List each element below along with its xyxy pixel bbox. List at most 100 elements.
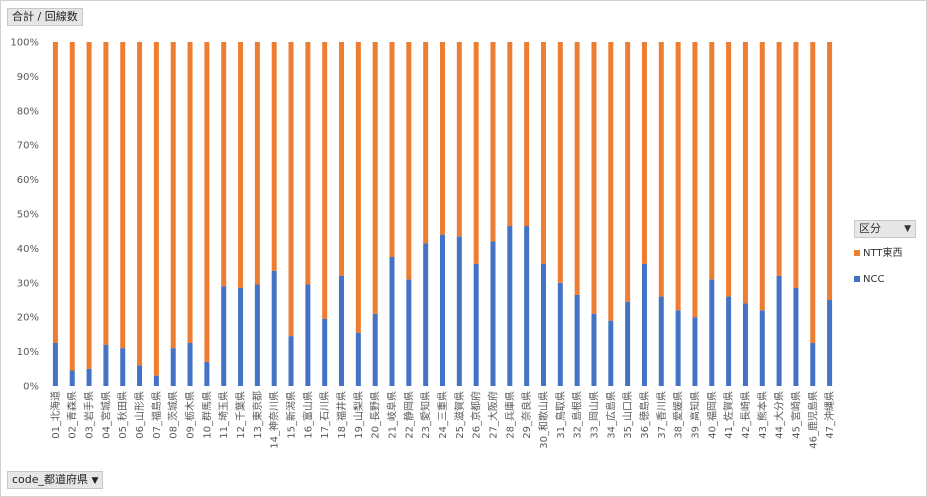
bar-ncc[interactable]	[793, 287, 799, 386]
bar-ncc[interactable]	[641, 263, 647, 386]
bar-ntt[interactable]	[776, 42, 782, 276]
bar-ncc[interactable]	[406, 279, 412, 386]
bar-ncc[interactable]	[204, 361, 210, 386]
bar-ntt[interactable]	[557, 42, 563, 283]
bar-ntt[interactable]	[52, 42, 58, 343]
bar-ntt[interactable]	[86, 42, 92, 369]
bar-ntt[interactable]	[473, 42, 479, 264]
bar-ncc[interactable]	[305, 284, 311, 386]
bar-ncc[interactable]	[742, 303, 748, 386]
bar-ntt[interactable]	[608, 42, 614, 321]
bar-ntt[interactable]	[423, 42, 429, 244]
bar-ntt[interactable]	[153, 42, 159, 376]
bar-ncc[interactable]	[322, 318, 328, 386]
bar-ntt[interactable]	[692, 42, 698, 318]
bar-ntt[interactable]	[120, 42, 126, 349]
bar-ncc[interactable]	[709, 279, 715, 386]
bar-ntt[interactable]	[827, 42, 833, 300]
bar-ncc[interactable]	[389, 257, 395, 386]
bar-ntt[interactable]	[742, 42, 748, 304]
bar-ntt[interactable]	[137, 42, 143, 366]
bar-ncc[interactable]	[271, 270, 277, 386]
bar-ntt[interactable]	[709, 42, 715, 280]
bar-ntt[interactable]	[440, 42, 445, 235]
bar-ncc[interactable]	[776, 275, 782, 386]
bar-ntt[interactable]	[254, 42, 260, 285]
bar-ntt[interactable]	[305, 42, 311, 285]
bar-ncc[interactable]	[120, 348, 126, 386]
bar-ntt[interactable]	[726, 42, 732, 297]
bar-ncc[interactable]	[490, 241, 496, 386]
legend-filter-button[interactable]: 区分 ▼	[854, 220, 916, 238]
bar-ncc[interactable]	[574, 294, 580, 386]
bar-ntt[interactable]	[540, 42, 546, 264]
bar-ntt[interactable]	[389, 42, 395, 257]
bar-ncc[interactable]	[726, 296, 732, 386]
bar-ncc[interactable]	[692, 317, 698, 386]
bar-ncc[interactable]	[339, 275, 345, 386]
bar-ncc[interactable]	[52, 343, 58, 386]
bar-ncc[interactable]	[473, 263, 479, 386]
y-tick-label: 10%	[17, 347, 39, 358]
bar-ntt[interactable]	[658, 42, 664, 297]
bar-ncc[interactable]	[153, 375, 159, 386]
bar-ncc[interactable]	[254, 284, 260, 386]
bar-ntt[interactable]	[641, 42, 647, 264]
bar-ntt[interactable]	[456, 42, 462, 237]
bar-ncc[interactable]	[759, 310, 765, 386]
bar-ntt[interactable]	[355, 42, 361, 333]
bar-ntt[interactable]	[204, 42, 210, 362]
bar-ncc[interactable]	[625, 301, 631, 386]
bar-ncc[interactable]	[238, 287, 244, 386]
bar-ntt[interactable]	[793, 42, 799, 288]
bar-ncc[interactable]	[221, 286, 227, 386]
bar-ncc[interactable]	[423, 243, 429, 386]
bar-ncc[interactable]	[137, 365, 143, 386]
bar-ntt[interactable]	[675, 42, 681, 311]
bar-ntt[interactable]	[810, 42, 816, 343]
bar-ntt[interactable]	[221, 42, 227, 287]
bar-ntt[interactable]	[406, 42, 412, 280]
bar-ncc[interactable]	[557, 282, 563, 386]
bar-ntt[interactable]	[490, 42, 496, 242]
bar-ntt[interactable]	[339, 42, 345, 276]
bar-ntt[interactable]	[69, 42, 75, 371]
bar-ncc[interactable]	[69, 370, 75, 386]
bar-ncc[interactable]	[658, 296, 664, 386]
bar-ncc[interactable]	[355, 332, 361, 386]
bar-ntt[interactable]	[103, 42, 109, 345]
bar-ntt[interactable]	[187, 42, 193, 343]
bar-ncc[interactable]	[372, 313, 378, 386]
bar-ncc[interactable]	[288, 336, 294, 386]
bar-ncc[interactable]	[187, 343, 193, 386]
bar-ncc[interactable]	[827, 300, 833, 386]
bar-ntt[interactable]	[507, 42, 513, 227]
bar-ncc[interactable]	[440, 234, 445, 386]
bar-ncc[interactable]	[608, 320, 614, 386]
bar-ntt[interactable]	[170, 42, 176, 349]
legend-item-ncc: NCC	[854, 274, 916, 286]
bar-ntt[interactable]	[271, 42, 277, 271]
bar-ncc[interactable]	[591, 313, 597, 386]
bar-ntt[interactable]	[372, 42, 378, 314]
bar-ntt[interactable]	[524, 42, 530, 227]
bar-ncc[interactable]	[810, 343, 816, 386]
bar-ncc[interactable]	[540, 263, 546, 386]
axis-field-button[interactable]: code_都道府県 ▼	[7, 471, 104, 489]
bar-ncc[interactable]	[170, 348, 176, 386]
bar-ntt[interactable]	[238, 42, 244, 288]
bar-ntt[interactable]	[759, 42, 765, 311]
bar-ntt[interactable]	[288, 42, 294, 337]
x-tick-label: 47_沖縄県	[823, 391, 836, 439]
bar-ncc[interactable]	[507, 226, 513, 386]
value-field-button[interactable]: 合計 / 回線数	[7, 8, 83, 26]
bar-ntt[interactable]	[574, 42, 580, 295]
bar-ntt[interactable]	[322, 42, 328, 319]
bar-ncc[interactable]	[456, 236, 462, 386]
bar-ncc[interactable]	[675, 310, 681, 386]
bar-ncc[interactable]	[524, 226, 530, 386]
bar-ntt[interactable]	[625, 42, 631, 302]
bar-ntt[interactable]	[591, 42, 597, 314]
bar-ncc[interactable]	[86, 368, 92, 386]
bar-ncc[interactable]	[103, 344, 109, 386]
